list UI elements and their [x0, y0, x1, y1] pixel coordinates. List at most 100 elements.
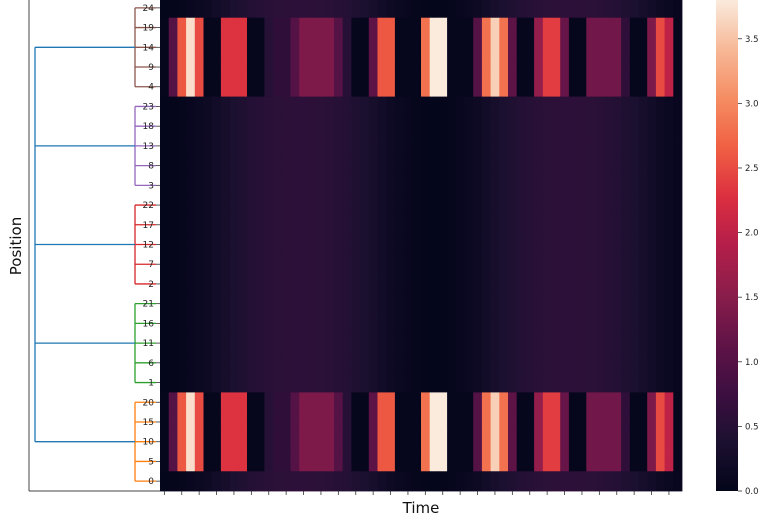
heatmap-cell — [516, 451, 526, 472]
heatmap-cell — [264, 451, 274, 472]
heatmap-cell — [264, 0, 274, 19]
heatmap-cell — [264, 372, 274, 393]
heatmap-cell — [577, 234, 587, 255]
heatmap-cell — [412, 37, 422, 58]
heatmap-cell — [525, 116, 535, 137]
heatmap-cell — [160, 471, 170, 492]
heatmap-cell — [368, 57, 378, 78]
heatmap-cell — [629, 17, 639, 38]
heatmap-cell — [664, 37, 674, 58]
heatmap-cell — [273, 116, 283, 137]
heatmap-cell — [168, 333, 178, 354]
heatmap-cell — [429, 116, 439, 137]
heatmap-cell — [255, 451, 265, 472]
heatmap-cell — [247, 333, 257, 354]
heatmap-cell — [255, 372, 265, 393]
heatmap-cell — [360, 372, 370, 393]
heatmap-cell — [342, 57, 352, 78]
heatmap-cell — [560, 195, 570, 216]
heatmap-cell — [621, 0, 631, 19]
heatmap-cell — [412, 234, 422, 255]
heatmap-cell — [586, 451, 596, 472]
heatmap-cell — [664, 116, 674, 137]
heatmap-cell — [568, 372, 578, 393]
heatmap-cell — [307, 195, 317, 216]
heatmap-cell — [360, 333, 370, 354]
heatmap-cell — [534, 313, 544, 334]
heatmap-cell — [595, 293, 605, 314]
heatmap-cell — [403, 313, 413, 334]
heatmap-cell — [647, 451, 657, 472]
heatmap-cell — [238, 17, 248, 38]
heatmap-cell — [264, 392, 274, 413]
heatmap-cell — [534, 412, 544, 433]
heatmap-cell — [212, 471, 222, 492]
heatmap-cell — [655, 155, 665, 176]
heatmap-cell — [481, 234, 491, 255]
heatmap-cell — [334, 254, 344, 275]
heatmap-cell — [490, 116, 500, 137]
heatmap-cell — [307, 451, 317, 472]
heatmap-cell — [403, 37, 413, 58]
heatmap-cell — [394, 372, 404, 393]
heatmap-cell — [316, 431, 326, 452]
heatmap-cell — [264, 214, 274, 236]
heatmap-cell — [203, 116, 213, 137]
heatmap-cell — [525, 0, 535, 19]
heatmap-cell — [281, 96, 291, 117]
heatmap-cell — [638, 76, 648, 97]
heatmap-cell — [664, 471, 674, 492]
heatmap-cell — [307, 352, 317, 374]
heatmap-cell — [490, 471, 500, 492]
heatmap-cell — [273, 313, 283, 334]
heatmap-cell — [542, 17, 552, 38]
heatmap-cell — [647, 313, 657, 334]
heatmap-cell — [160, 254, 170, 275]
heatmap-cell — [351, 412, 361, 433]
heatmap-cell — [377, 76, 387, 97]
heatmap-cell — [177, 136, 187, 157]
heatmap-cell — [316, 412, 326, 433]
heatmap-cell — [673, 96, 683, 117]
row-tick-label: 16 — [143, 319, 155, 329]
heatmap-cell — [534, 293, 544, 314]
heatmap-cell — [525, 293, 535, 314]
heatmap-cell — [229, 372, 239, 393]
heatmap-cell — [220, 431, 230, 452]
heatmap-cell — [220, 136, 230, 157]
heatmap-cell — [508, 17, 518, 38]
heatmap-cell — [664, 352, 674, 374]
heatmap-cell — [220, 116, 230, 137]
heatmap-cell — [638, 372, 648, 393]
heatmap-cell — [177, 451, 187, 472]
heatmap-cell — [595, 17, 605, 38]
heatmap-cell — [299, 116, 309, 137]
heatmap-cell — [351, 0, 361, 19]
heatmap-cell — [612, 293, 622, 314]
heatmap-cell — [299, 352, 309, 374]
heatmap-cell — [438, 195, 448, 216]
heatmap-cell — [429, 155, 439, 176]
heatmap-cell — [577, 254, 587, 275]
heatmap-cell — [568, 392, 578, 413]
heatmap-cell — [212, 0, 222, 19]
heatmap-cell — [220, 57, 230, 78]
heatmap-cell — [307, 392, 317, 413]
heatmap-cell — [525, 333, 535, 354]
colorbar-tick-label: 1.0 — [745, 358, 759, 368]
heatmap-cell — [603, 17, 613, 38]
heatmap-cell — [351, 116, 361, 137]
colorbar-tick-label: 3.0 — [745, 99, 759, 109]
heatmap-cell — [325, 451, 335, 472]
heatmap-cell — [595, 136, 605, 157]
heatmap-cell — [525, 195, 535, 216]
heatmap-cell — [386, 17, 396, 38]
heatmap-cell — [499, 412, 509, 433]
heatmap-cell — [290, 76, 300, 97]
heatmap-cell — [595, 37, 605, 58]
heatmap-cell — [168, 274, 178, 295]
heatmap-cell — [542, 116, 552, 137]
heatmap-cell — [342, 155, 352, 176]
heatmap-cell — [229, 254, 239, 275]
heatmap-cell — [438, 451, 448, 472]
